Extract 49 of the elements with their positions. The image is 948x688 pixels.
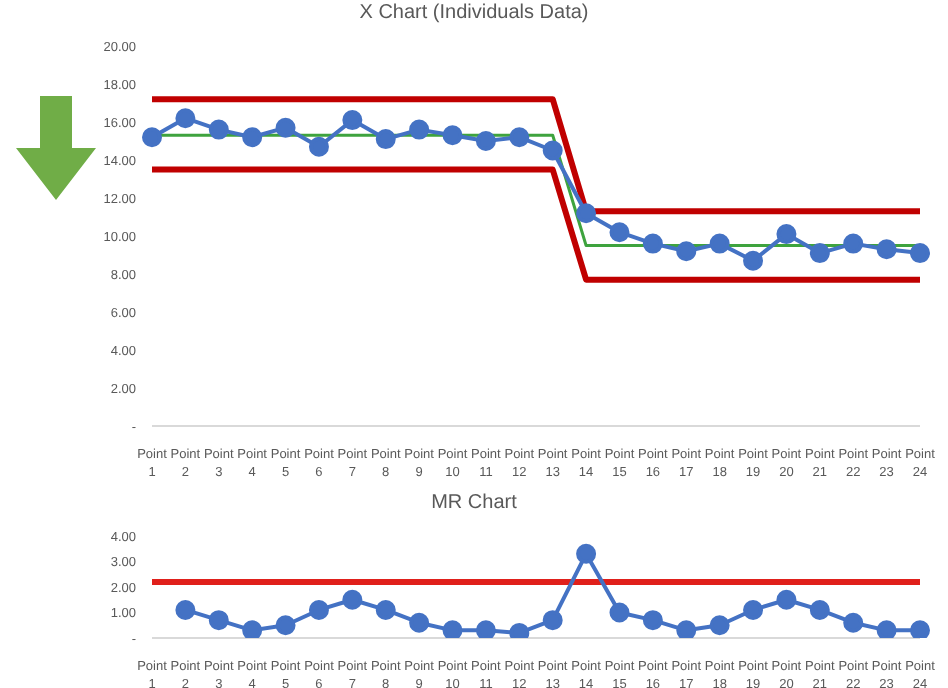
point [275,615,296,636]
point [542,610,563,631]
point [175,599,196,620]
point [576,203,597,224]
point [208,610,229,631]
point [709,615,730,636]
point [475,620,496,638]
point [642,610,663,631]
point [776,589,797,610]
point [442,125,463,146]
point [509,127,530,148]
chart-title: MR Chart [429,492,519,514]
point [142,127,162,148]
point [609,602,630,623]
point [308,136,329,157]
point [375,129,396,150]
point [175,108,196,129]
point [676,620,697,638]
point [208,119,229,140]
point [609,222,630,243]
point [743,599,764,620]
point [275,117,296,138]
point [509,622,530,638]
point [409,612,430,633]
point [409,119,430,140]
point [442,620,463,638]
point [375,599,396,620]
point [876,239,897,260]
point [709,233,730,254]
point [308,599,329,620]
point [776,224,797,245]
point [910,243,930,264]
point [342,110,363,131]
chart-title: X Chart (Individuals Data) [357,2,591,24]
point [809,243,830,264]
point [242,127,263,148]
point [475,131,496,151]
point [242,620,263,638]
point [576,543,597,564]
point [743,250,764,271]
point [542,140,563,161]
point [910,620,930,638]
point [843,233,864,254]
point [876,620,897,638]
point [809,599,830,620]
point [642,233,663,254]
point [843,612,864,633]
point [342,589,363,610]
point [676,241,697,262]
